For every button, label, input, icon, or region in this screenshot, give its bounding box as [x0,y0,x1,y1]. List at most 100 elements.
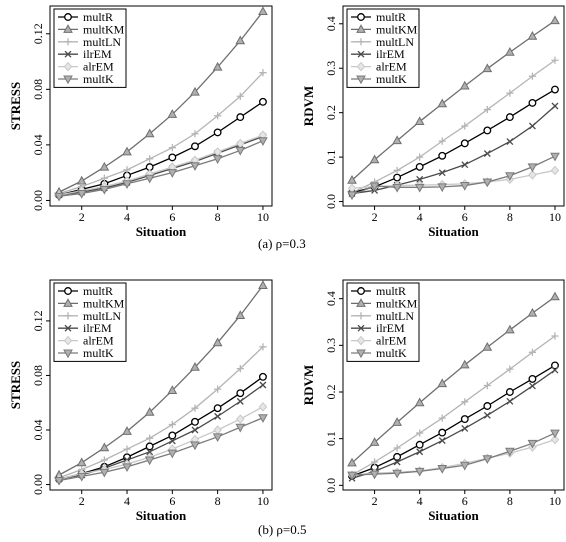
series-line-alrEM [58,134,264,196]
data-point-multR [483,402,492,410]
legend-label-multK: multK [83,72,114,86]
data-point-multR [505,113,514,122]
data-point-multLN [461,122,469,130]
series-line-ilrEM [351,369,556,479]
y-tick-label: 0.0 [324,194,338,209]
series-line-multLN [351,335,556,476]
legend-marker-multK [63,349,73,359]
legend-label-ilrEM: ilrEM [376,47,405,61]
data-point-multLN [191,130,199,138]
data-point-multK [235,146,246,156]
data-point-multLN [483,381,491,390]
y-tick-label: 0.1 [324,150,338,165]
plot-frame [342,279,565,491]
x-axis-label: Situation [428,508,479,523]
data-point-multLN [416,153,424,161]
data-point-multK [437,183,448,193]
data-point-multLN [506,365,514,373]
legend-label-alrEM: alrEM [83,60,114,74]
data-point-multR [415,440,424,449]
data-point-ilrEM [168,437,176,445]
caption-b: (b) ρ=0.5 [258,522,307,537]
data-point-alrEM [550,165,560,176]
x-tick-label: 10 [549,210,561,224]
data-point-multK [190,162,200,171]
data-point-multKM [369,154,380,164]
y-tick-label: 0.12 [31,23,45,44]
data-point-multKM [505,46,515,56]
data-point-multKM [437,378,448,388]
legend-marker-multLN [64,38,72,46]
data-point-multKM [437,98,448,108]
data-point-multKM [122,146,132,156]
series-alrEM [347,434,560,480]
data-point-ilrEM [146,448,154,456]
data-point-multKM [482,341,493,351]
y-axis-label: RDVM [301,86,316,126]
data-point-multKM [482,63,493,73]
x-tick-label: 8 [215,210,221,224]
chart-panel-b-left: 2 4 6 8 10 0.00 0.04 0.08 0.12 Situation STRESS mul… [8,279,273,523]
data-point-multKM [527,30,538,40]
data-point-multLN [100,456,108,464]
legend-marker-alrEM [63,335,73,346]
series-multLN [55,343,267,482]
series-line-multK [58,417,264,482]
x-tick-label: 10 [549,494,561,508]
legend-marker-multLN [357,312,365,320]
data-point-multR [393,452,402,461]
x-axis-label: Situation [136,508,187,523]
legend-label-ilrEM: ilrEM [376,321,405,335]
data-point-multKM [99,161,110,171]
series-line-multK [351,155,556,196]
series-line-alrEM [58,406,264,480]
data-point-multKM [235,35,246,45]
y-tick-label: 0.08 [31,365,45,386]
data-point-multR [551,361,559,370]
data-point-multK [258,414,268,423]
data-point-multK [482,178,493,188]
series-line-multLN [58,72,264,195]
chart-panel-b-right: 2 4 6 8 100.00.10.20.30.4SituationRDVMmultRm… [301,279,565,523]
data-point-multR [168,153,177,162]
data-point-multK [482,455,493,464]
x-tick-label: 4 [417,210,423,224]
data-point-multK [550,429,560,439]
x-axis-label: Situation [428,224,479,239]
legend-marker-ilrEM [64,50,72,58]
data-point-multLN [259,343,267,351]
series-multK [347,152,560,201]
data-point-ilrEM [236,397,244,405]
data-point-multKM [459,359,470,369]
x-tick-label: 8 [507,494,513,508]
legend-marker-multLN [357,38,365,46]
data-point-multLN [100,174,108,182]
legend-marker-multR [64,13,72,21]
data-point-multK [527,163,538,173]
series-multK [54,137,268,202]
data-point-multK [235,423,246,433]
data-point-multKM [212,61,223,71]
legend-label-multKM: multKM [376,296,418,310]
data-point-multR [460,139,469,148]
series-line-multKM [351,296,556,464]
series-multLN [55,69,267,198]
series-line-multKM [58,285,264,476]
series-line-multKM [58,11,264,193]
data-point-ilrEM [416,175,424,183]
legend-label-multK: multK [83,346,114,360]
series-ilrEM [348,366,559,482]
x-tick-label: 10 [257,494,269,508]
data-point-multKM [190,362,200,371]
data-point-multLN [146,155,154,163]
data-point-multLN [416,429,424,437]
y-tick-label: 0.4 [324,16,338,31]
data-point-multK [369,182,380,192]
y-axis-label: STRESS [8,361,23,409]
data-point-alrEM [550,434,560,445]
series-multK [347,429,560,481]
data-point-multR [438,428,447,437]
legend-marker-multKM [356,24,366,33]
legend-label-multLN: multLN [376,309,414,323]
